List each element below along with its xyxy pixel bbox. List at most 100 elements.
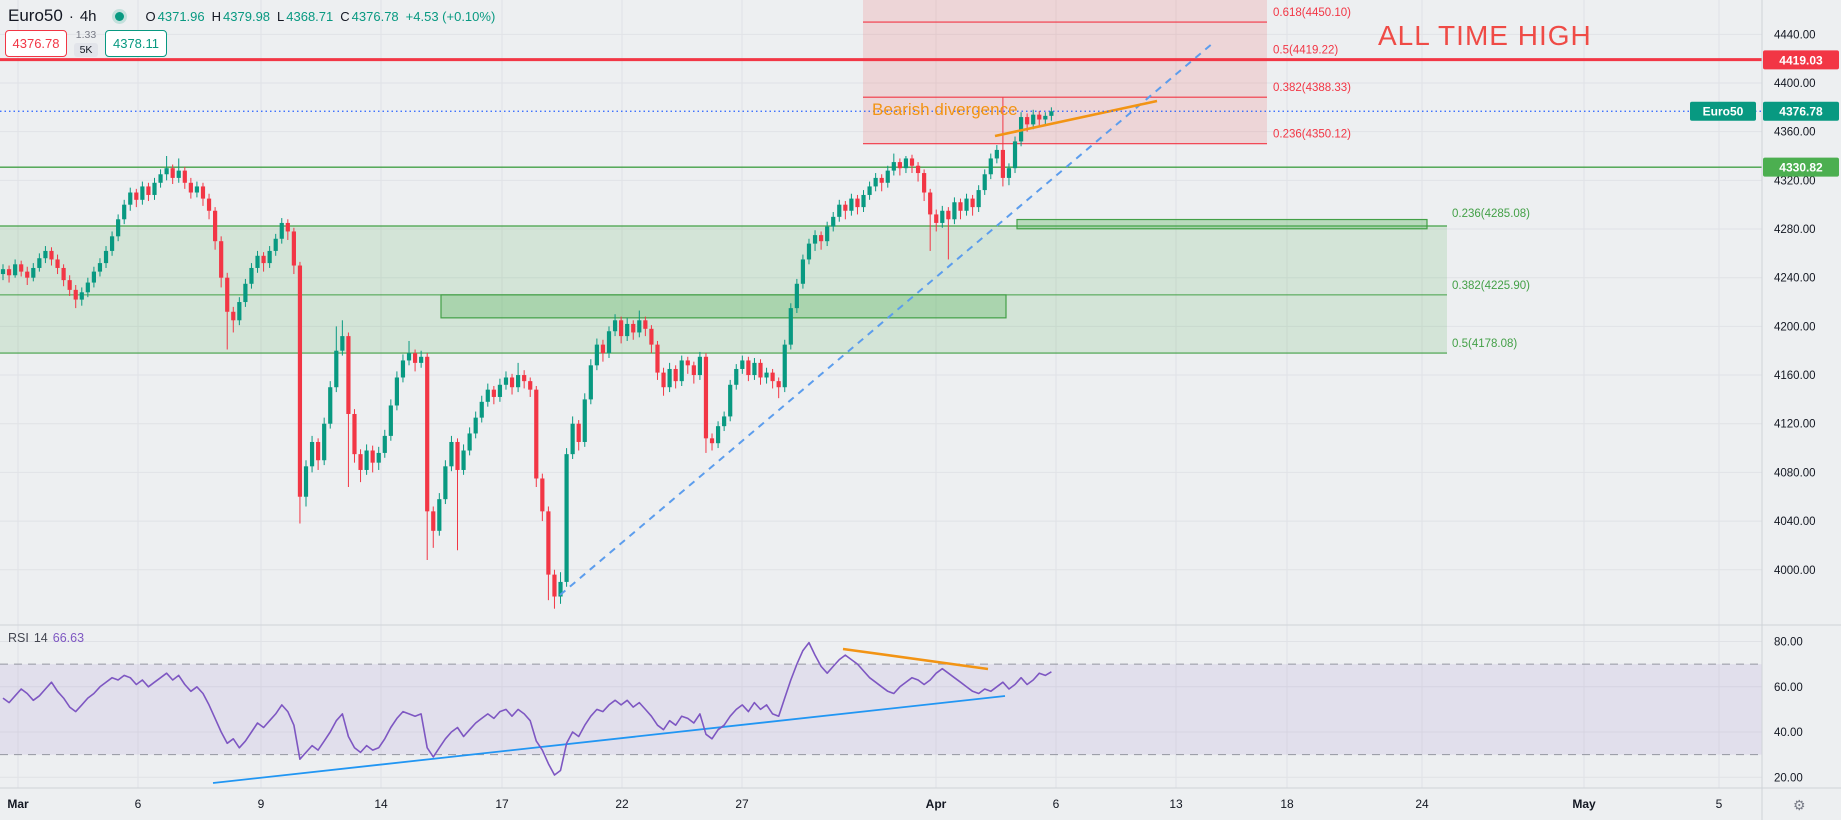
candle-body xyxy=(255,255,260,268)
candle-body xyxy=(825,226,830,242)
candle-body xyxy=(649,328,654,345)
symbol-name[interactable]: Euro50 xyxy=(8,6,63,25)
candle-body xyxy=(855,198,860,208)
candle-body xyxy=(97,263,103,272)
candle-body xyxy=(394,377,399,406)
candle-body xyxy=(946,210,951,220)
candle-body xyxy=(116,219,121,237)
price-tick-label: 4200.00 xyxy=(1774,321,1816,333)
price-tick-label: 4320.00 xyxy=(1774,175,1816,187)
rsi-line xyxy=(2,641,1052,776)
candle-body xyxy=(806,243,812,260)
candle-body xyxy=(285,222,290,232)
candle-body xyxy=(982,174,987,191)
candle-body xyxy=(776,381,781,388)
candle-body xyxy=(1025,117,1030,125)
rsi-indicator-legend[interactable]: RSI 14 66.63 xyxy=(8,631,84,645)
candle-body xyxy=(334,350,339,388)
candle-body xyxy=(752,362,757,376)
market-status-dot-icon[interactable] xyxy=(114,11,124,21)
candle-body xyxy=(37,258,42,268)
fib-label-green: 0.382(4225.90) xyxy=(1452,280,1530,292)
candle-body xyxy=(812,235,818,244)
interval-label[interactable]: 4h xyxy=(79,8,97,25)
candle-body xyxy=(461,450,466,470)
candle-body xyxy=(279,222,284,239)
fib-label-red: 0.382(4388.33) xyxy=(1273,82,1351,94)
candle-body xyxy=(655,344,660,373)
candle-body xyxy=(103,250,109,264)
candle-body xyxy=(800,259,806,284)
candle-body xyxy=(225,277,230,312)
candle-body xyxy=(770,372,775,382)
candle-body xyxy=(594,344,599,366)
candle-body xyxy=(976,190,981,208)
price-tick-label: 4280.00 xyxy=(1774,224,1816,236)
high-label: H xyxy=(211,8,222,24)
candle-body xyxy=(443,466,448,500)
rsi-support-trendline[interactable] xyxy=(212,695,1006,784)
symbol-row[interactable]: Euro50 · 4h xyxy=(8,6,97,26)
price-axis-badge xyxy=(1763,101,1839,121)
support-zone-fill[interactable] xyxy=(0,225,1447,354)
divergence-price-line[interactable] xyxy=(994,99,1158,138)
fib-band-1[interactable] xyxy=(440,294,1007,319)
candle-body xyxy=(794,283,799,309)
time-tick-label: 24 xyxy=(1415,797,1429,811)
candle-body xyxy=(703,356,709,439)
candle-body xyxy=(449,441,454,467)
candle-body xyxy=(176,170,181,178)
bearish-divergence-annotation[interactable]: Bearish divergence xyxy=(872,100,1018,119)
rsi-value: 66.63 xyxy=(52,631,85,645)
candle-body xyxy=(861,194,866,208)
time-tick-label: May xyxy=(1572,797,1596,811)
price-tick-label: 4160.00 xyxy=(1774,370,1816,382)
candle-body xyxy=(43,250,48,259)
candle-body xyxy=(509,377,515,388)
candle-body xyxy=(79,292,84,300)
candle-body xyxy=(903,158,909,169)
candle-body xyxy=(782,344,787,388)
time-axis-settings-gear-icon[interactable]: ⚙ xyxy=(1793,797,1806,813)
candle-body xyxy=(358,454,363,470)
candle-body xyxy=(764,372,769,378)
candle-body xyxy=(619,320,624,337)
candle-body xyxy=(928,192,933,215)
open-label: O xyxy=(145,8,156,24)
fib-band-0[interactable] xyxy=(1016,218,1428,230)
candle-body xyxy=(1012,141,1018,169)
candle-body xyxy=(522,375,527,382)
candle-body xyxy=(370,450,375,463)
time-tick-label: 6 xyxy=(135,797,142,811)
buy-button[interactable]: 4378.11 xyxy=(105,30,167,57)
candle-body xyxy=(437,499,442,531)
candle-body xyxy=(1006,168,1012,178)
candle-body xyxy=(67,280,72,290)
low-label: L xyxy=(277,8,285,24)
change-value: +4.53 (+0.10%) xyxy=(405,8,496,24)
candle-body xyxy=(309,441,315,467)
all-time-high-annotation[interactable]: ALL TIME HIGH xyxy=(1378,20,1592,51)
candle-body xyxy=(13,264,18,276)
price-axis-badge-text: 4419.03 xyxy=(1779,53,1823,67)
low-value: 4368.71 xyxy=(286,8,334,24)
lot-size-chip[interactable]: 5K xyxy=(73,43,99,57)
candle-body xyxy=(382,435,387,453)
candle-body xyxy=(534,389,539,479)
candle-body xyxy=(879,177,884,183)
divergence-rsi-line[interactable] xyxy=(842,647,989,671)
candle-body xyxy=(31,267,36,278)
candle-body xyxy=(612,320,618,332)
candle-body xyxy=(922,173,927,193)
candle-body xyxy=(61,267,66,281)
trade-panel: 4376.78 1.33 5K 4378.11 xyxy=(5,30,167,57)
candle-body xyxy=(109,236,115,251)
sell-button[interactable]: 4376.78 xyxy=(5,30,67,57)
fib-label-red: 0.618(4450.10) xyxy=(1273,7,1351,19)
rsi-name: RSI xyxy=(8,631,29,645)
candle-body xyxy=(1031,114,1036,125)
rsi-tick-label: 60.00 xyxy=(1774,682,1803,694)
spread-stack: 1.33 5K xyxy=(69,30,103,57)
